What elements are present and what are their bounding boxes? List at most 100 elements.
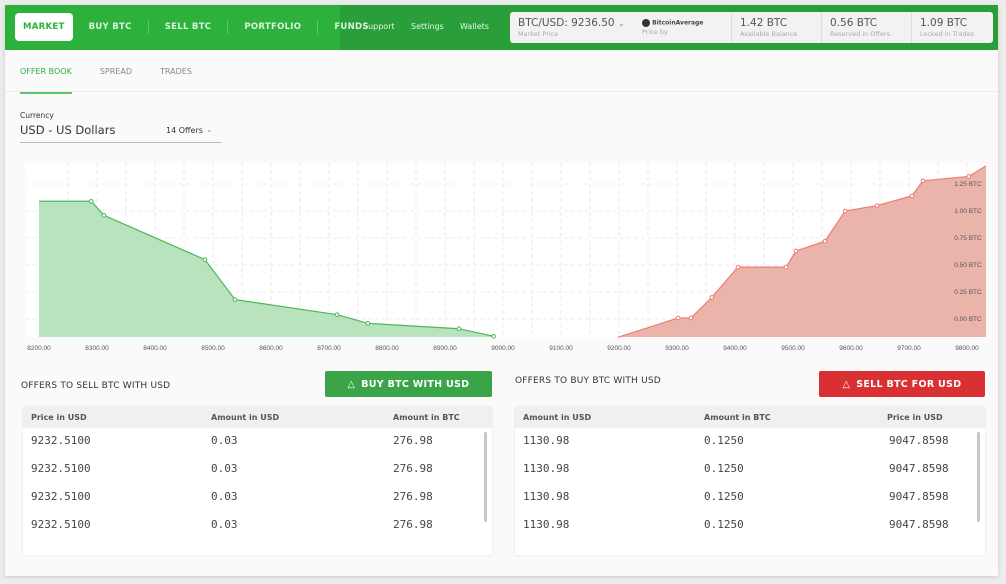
- tab-offer-book[interactable]: OFFER BOOK: [20, 67, 72, 94]
- nav-sell-btc[interactable]: SELL BTC: [149, 20, 229, 34]
- ask-point: [709, 295, 715, 300]
- table-cell: 276.98: [393, 434, 433, 447]
- table-row[interactable]: 1130.98 0.1250 9047.8598: [515, 428, 985, 456]
- nav-wallets[interactable]: Wallets: [460, 22, 489, 31]
- table-row[interactable]: 1130.98 0.1250 9047.8598: [515, 512, 985, 540]
- table-cell: 9047.8598: [889, 518, 949, 531]
- ask-point: [688, 315, 694, 321]
- table-cell: 9047.8598: [889, 462, 949, 475]
- table-row[interactable]: 9232.5100 0.03 276.98: [23, 428, 492, 456]
- column-header[interactable]: Amount in USD: [211, 413, 280, 422]
- buy-btc-label: BUY BTC WITH USD: [361, 378, 470, 390]
- balance-panel: BTC/USD: 9236.50 ⌄ Market Price BitcoinA…: [510, 12, 993, 43]
- column-header[interactable]: Price in USD: [887, 413, 943, 422]
- table-cell: 0.03: [211, 518, 238, 531]
- x-tick-label: 8700.00: [317, 345, 341, 352]
- buy-btc-button[interactable]: △ BUY BTC WITH USD: [325, 371, 492, 397]
- table-cell: 276.98: [393, 462, 433, 475]
- bid-point: [101, 213, 107, 218]
- nav-buy-btc[interactable]: BUY BTC: [73, 20, 149, 34]
- nav-settings[interactable]: Settings: [411, 22, 444, 31]
- x-tick-label: 8500.00: [201, 345, 225, 352]
- table-cell: 0.1250: [704, 518, 744, 531]
- column-header[interactable]: Amount in USD: [523, 413, 592, 422]
- x-tick-label: 8300.00: [85, 345, 109, 352]
- bid-point: [365, 321, 371, 326]
- tab-divider: [5, 91, 998, 92]
- bid-point: [334, 312, 340, 317]
- bid-point: [88, 198, 94, 204]
- ask-point: [783, 264, 789, 270]
- nav-support[interactable]: Support: [363, 22, 395, 31]
- ask-area: [617, 165, 986, 338]
- table-row[interactable]: 1130.98 0.1250 9047.8598: [515, 484, 985, 512]
- nav-market[interactable]: MARKET: [15, 13, 73, 41]
- table-cell: 0.1250: [704, 462, 744, 475]
- x-tick-label: 9700.00: [897, 345, 921, 352]
- table-cell: 1130.98: [523, 518, 570, 531]
- y-tick-label: 1.00 BTC: [954, 208, 982, 215]
- x-tick-label: 8600.00: [259, 345, 283, 352]
- y-tick-label: 0.75 BTC: [954, 235, 982, 242]
- x-tick-label: 9800.00: [955, 345, 979, 352]
- table-row[interactable]: 9232.5100 0.03 276.98: [23, 456, 492, 484]
- available-balance-label: Available Balance: [740, 30, 798, 38]
- x-tick-label: 9300.00: [665, 345, 689, 352]
- chevron-down-icon: ⌄: [206, 125, 213, 134]
- ask-point: [793, 248, 799, 254]
- nav-funds[interactable]: FUNDS: [334, 22, 369, 32]
- currency-label: Currency: [20, 111, 54, 120]
- table-header: Price in USD Amount in USD Amount in BTC: [23, 407, 492, 428]
- table-cell: 0.03: [211, 490, 238, 503]
- buy-offers-table: Amount in USD Amount in BTC Price in USD…: [515, 407, 985, 555]
- column-header[interactable]: Amount in BTC: [393, 413, 460, 422]
- x-tick-label: 8400.00: [143, 345, 167, 352]
- buy-offers-title: OFFERS TO BUY BTC WITH USD: [515, 376, 661, 386]
- locked-balance-label: Locked in Trades: [920, 30, 974, 38]
- available-balance: 1.42 BTC: [740, 17, 788, 29]
- table-row[interactable]: 1130.98 0.1250 9047.8598: [515, 456, 985, 484]
- reserved-balance-label: Reserved in Offers: [830, 30, 890, 38]
- scrollbar[interactable]: [977, 432, 980, 522]
- x-tick-label: 9100.00: [549, 345, 573, 352]
- x-tick-label: 8800.00: [375, 345, 399, 352]
- offers-count: 14 Offers: [166, 126, 203, 135]
- sell-offers-table: Price in USD Amount in USD Amount in BTC…: [23, 407, 492, 555]
- x-tick-label: 8200.00: [27, 345, 51, 352]
- ask-point: [966, 174, 972, 179]
- top-nav: MARKET BUY BTC SELL BTC PORTFOLIO FUNDS …: [5, 5, 998, 50]
- table-cell: 9232.5100: [31, 518, 91, 531]
- x-tick-label: 9600.00: [839, 345, 863, 352]
- tab-trades[interactable]: TRADES: [160, 67, 192, 76]
- market-price-selector[interactable]: BTC/USD: 9236.50 ⌄ Market Price: [510, 12, 634, 43]
- ask-point: [822, 238, 828, 244]
- table-cell: 0.1250: [704, 490, 744, 503]
- table-cell: 1130.98: [523, 462, 570, 475]
- column-header[interactable]: Amount in BTC: [704, 413, 771, 422]
- sell-btc-button[interactable]: △ SELL BTC FOR USD: [819, 371, 985, 397]
- x-tick-label: 9500.00: [781, 345, 805, 352]
- locked-balance: 1.09 BTC: [920, 17, 968, 29]
- depth-chart: 8200.00 8300.00 8400.00 8500.00 8600.00 8700.…: [25, 163, 986, 352]
- ask-point: [909, 193, 915, 199]
- table-cell: 9047.8598: [889, 490, 949, 503]
- x-tick-label: 8900.00: [433, 345, 457, 352]
- ask-point: [920, 178, 926, 184]
- table-cell: 9232.5100: [31, 434, 91, 447]
- table-cell: 9232.5100: [31, 462, 91, 475]
- sell-offers-title: OFFERS TO SELL BTC WITH USD: [21, 381, 171, 391]
- nav-portfolio[interactable]: PORTFOLIO: [228, 20, 319, 34]
- table-cell: 1130.98: [523, 434, 570, 447]
- table-cell: 0.03: [211, 462, 238, 475]
- column-header[interactable]: Price in USD: [31, 413, 87, 422]
- table-cell: 9047.8598: [889, 434, 949, 447]
- table-row[interactable]: 9232.5100 0.03 276.98: [23, 512, 492, 540]
- tab-spread[interactable]: SPREAD: [99, 67, 132, 76]
- scrollbar[interactable]: [484, 432, 487, 522]
- table-row[interactable]: 9232.5100 0.03 276.98: [23, 484, 492, 512]
- bid-area: [39, 201, 494, 337]
- table-cell: 9232.5100: [31, 490, 91, 503]
- currency-select[interactable]: USD - US Dollars 14 Offers ⌄: [20, 123, 222, 143]
- y-tick-label: 1.25 BTC: [954, 181, 982, 188]
- y-tick-label: 0.25 BTC: [954, 289, 982, 296]
